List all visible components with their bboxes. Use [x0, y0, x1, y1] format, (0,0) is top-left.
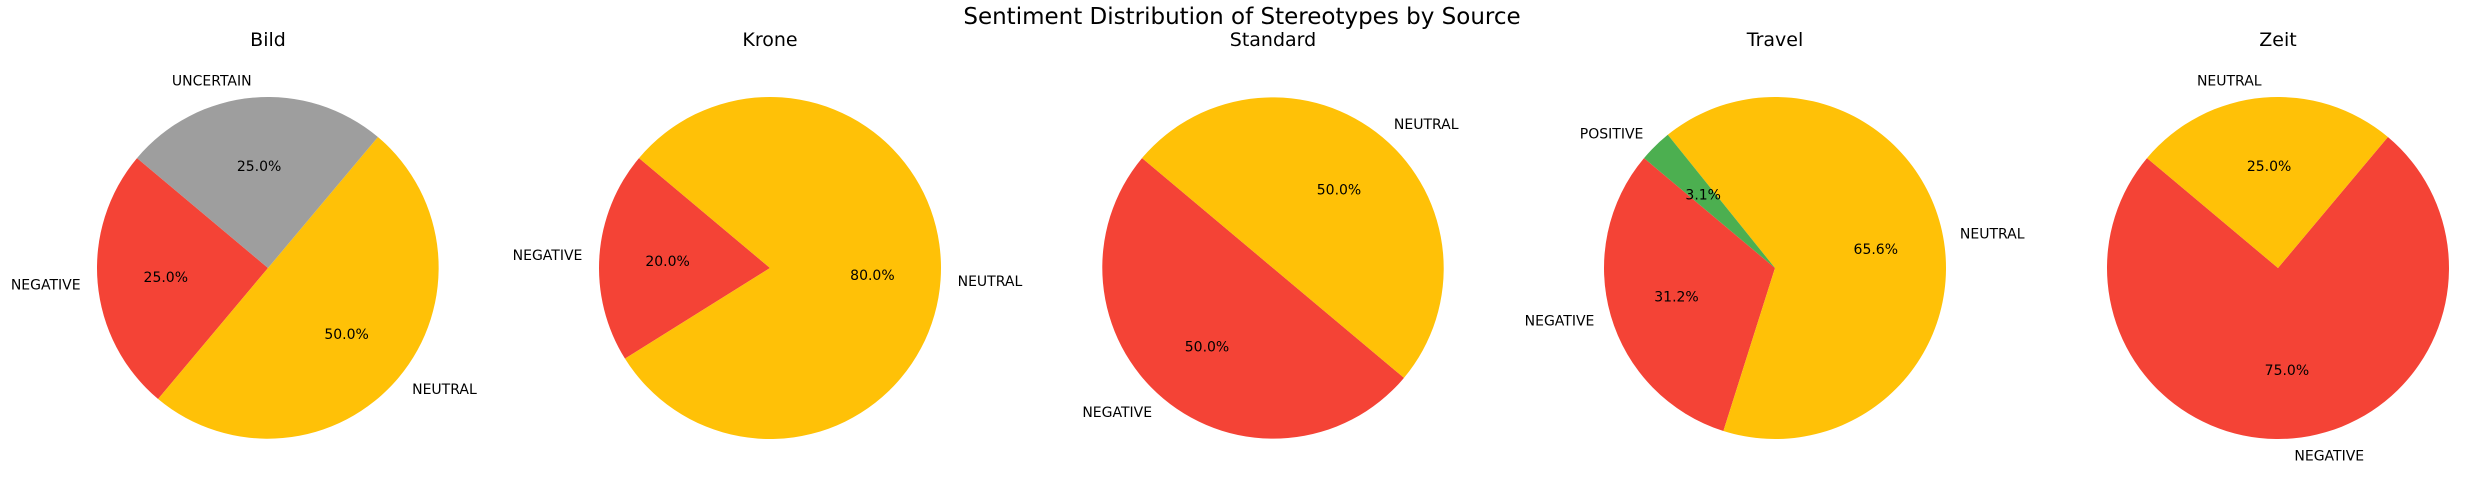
slice-label-negative: NEGATIVE [1082, 405, 1152, 421]
pie-title: Bild [250, 29, 286, 51]
pie-title: Zeit [2259, 29, 2296, 51]
slice-percent-negative: 75.0% [2265, 363, 2309, 379]
pie-zeit: Zeit NEGATIVE 75.0% NEUTRAL 25.0% [2107, 29, 2449, 464]
pie-slice-neutral [2147, 97, 2388, 269]
slice-label-positive: POSITIVE [1580, 127, 1644, 143]
pie-bild: Bild NEGATIVE 25.0% NEUTRAL 50.0% UNCERTAIN 25… [11, 29, 477, 439]
slice-percent-negative: 31.2% [1654, 290, 1698, 306]
slice-label-uncertain: UNCERTAIN [172, 74, 252, 90]
slice-label-neutral: NEUTRAL [1394, 117, 1459, 133]
slice-percent-neutral: 65.6% [1854, 242, 1898, 258]
pie-travel: Travel NEGATIVE 31.2% NEUTRAL 65.6% POSITIVE 3… [1525, 29, 2025, 439]
pie-slice-neutral [1667, 96, 1947, 439]
slice-percent-uncertain: 25.0% [237, 159, 281, 175]
pie-title: Krone [742, 29, 797, 51]
slice-percent-positive: 3.1% [1685, 188, 1721, 204]
pie-slice-uncertain [137, 97, 378, 268]
slice-percent-negative: 20.0% [645, 254, 689, 270]
pie-slice-neutral [624, 97, 941, 440]
pie-slice-neutral [1142, 97, 1444, 378]
pie-title: Standard [1230, 29, 1316, 51]
slice-label-neutral: NEUTRAL [412, 382, 477, 398]
slice-label-neutral: NEUTRAL [958, 274, 1023, 290]
slice-percent-neutral: 80.0% [850, 268, 894, 284]
pie-slice-negative [97, 158, 269, 399]
pie-slice-negative [1604, 158, 1775, 432]
slice-label-negative: NEGATIVE [2294, 448, 2364, 464]
slice-percent-negative: 50.0% [1185, 340, 1229, 356]
slice-label-neutral: NEUTRAL [1960, 226, 2025, 242]
slice-label-negative: NEGATIVE [513, 248, 583, 264]
figure-title: Sentiment Distribution of Stereotypes by… [963, 4, 1521, 30]
slice-percent-neutral: 50.0% [1317, 182, 1361, 198]
pie-slice-negative [598, 158, 770, 359]
slice-percent-neutral: 50.0% [324, 327, 368, 343]
pie-slice-negative [2107, 137, 2449, 440]
slice-label-neutral: NEUTRAL [2197, 74, 2262, 90]
pie-standard: Standard NEGATIVE 50.0% NEUTRAL 50.0% [1082, 29, 1459, 439]
pie-title: Travel [1746, 29, 1803, 51]
slice-label-negative: NEGATIVE [1525, 314, 1595, 330]
slice-label-negative: NEGATIVE [11, 277, 81, 293]
slice-percent-negative: 25.0% [144, 270, 188, 286]
pie-slice-neutral [158, 137, 439, 439]
pie-slice-negative [1102, 158, 1404, 439]
slice-percent-neutral: 25.0% [2247, 159, 2291, 175]
pie-slice-positive [1644, 134, 1775, 268]
pie-krone: Krone NEGATIVE 20.0% NEUTRAL 80.0% [513, 29, 1023, 440]
